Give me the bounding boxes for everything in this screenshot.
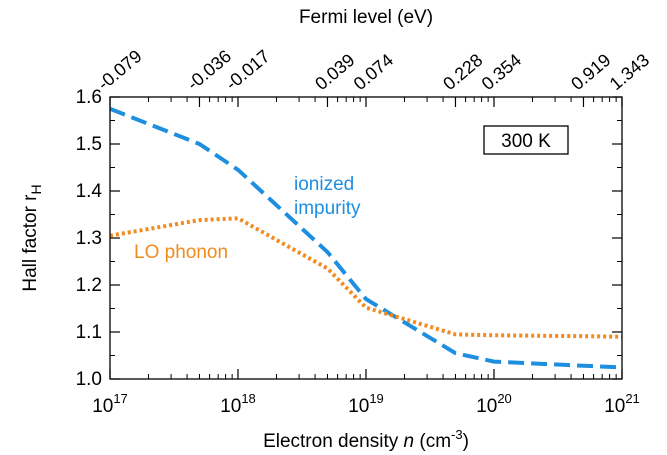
x-tick-label-base: 10 <box>92 396 113 417</box>
x-axis-label-exp: -3 <box>451 427 463 442</box>
x-tick-label: 1019 <box>348 391 384 417</box>
x-tick-label-base: 10 <box>220 396 241 417</box>
y-tick-label: 1.0 <box>76 369 102 390</box>
ionized-impurity-label: ionized impurity <box>294 174 361 219</box>
x-tick-label-base: 10 <box>604 396 625 417</box>
ionized-impurity-line <box>109 106 623 370</box>
lo-phonon-line <box>109 216 623 339</box>
y-axis-label-sub: H <box>28 184 44 194</box>
y-tick-label: 1.1 <box>76 322 102 343</box>
y-tick-label: 1.4 <box>76 181 103 202</box>
y-tick-label: 1.5 <box>76 134 102 155</box>
x-tick-label: 1017 <box>92 391 128 417</box>
y-tick-label: 1.6 <box>76 87 102 108</box>
x-axis-label: Electron density n (cm-3) <box>263 427 469 452</box>
x-axis-label-var: n <box>404 431 415 452</box>
lo-phonon-label: LO phonon <box>134 242 228 263</box>
plot-frame <box>109 96 623 380</box>
y-tick-label: 1.2 <box>76 275 102 296</box>
temperature-label: 300 K <box>501 131 551 152</box>
ionized-impurity-label-line-1: ionized <box>294 174 354 195</box>
x-tick-label-exp: 17 <box>113 391 127 406</box>
y-tick-label: 1.3 <box>76 228 102 249</box>
ionized-impurity-label-line-2: impurity <box>294 198 361 219</box>
x-tick-label-exp: 20 <box>497 391 511 406</box>
x-tick-label-base: 10 <box>348 396 369 417</box>
x-tick-label-base: 10 <box>476 396 497 417</box>
x-axis-label-prefix: Electron density <box>263 431 403 452</box>
x-tick-label: 1021 <box>604 391 640 417</box>
x-tick-label-exp: 19 <box>369 391 383 406</box>
x-tick-label-exp: 21 <box>625 391 639 406</box>
x-tick-label-exp: 18 <box>241 391 255 406</box>
temperature-box: 300 K <box>483 125 569 155</box>
top-axis-label: Fermi level (eV) <box>299 7 433 28</box>
x-tick-label: 1018 <box>220 391 256 417</box>
x-axis-label-unit: (cm <box>414 431 451 452</box>
x-tick-label: 1020 <box>476 391 512 417</box>
y-axis-label-main: Hall factor r <box>20 194 41 292</box>
x-axis-label-close: ) <box>463 431 469 452</box>
temperature-box-frame <box>483 125 569 155</box>
y-axis-label: Hall factor rH <box>20 184 44 291</box>
